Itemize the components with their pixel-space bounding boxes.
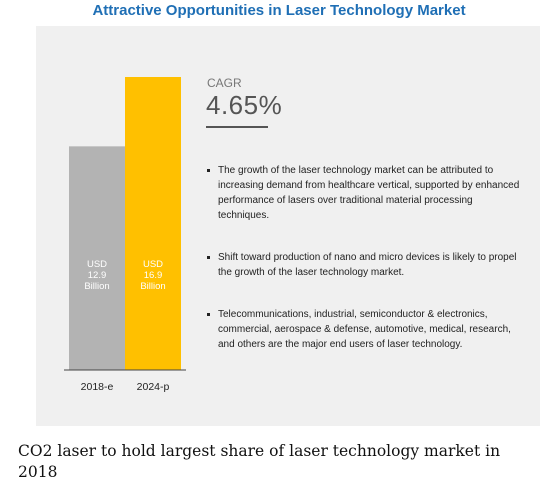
bar-2018-e [69,146,125,370]
bar-value-label: Billion [140,281,165,292]
bar-2024-p [125,77,181,370]
x-tick-label: 2024-p [137,381,170,393]
key-point: Telecommunications, industrial, semicond… [206,307,522,352]
bar-value-label: 16.9 [144,270,163,281]
bar-value-label: 12.9 [88,270,107,281]
cagr-label: CAGR [207,76,242,90]
bar-value-label: Billion [84,281,109,292]
chart-title: Attractive Opportunities in Laser Techno… [92,2,466,19]
bar-value-label: USD [87,259,107,270]
cagr-underline [206,126,268,128]
bar-value-label: USD [143,259,163,270]
key-point: The growth of the laser technology marke… [206,163,522,223]
key-points-list: The growth of the laser technology marke… [206,163,522,379]
figure-caption: CO2 laser to hold largest share of laser… [18,442,501,481]
key-point: Shift toward production of nano and micr… [206,250,522,280]
cagr-value: 4.65% [206,90,283,120]
x-tick-label: 2018-e [81,381,114,393]
